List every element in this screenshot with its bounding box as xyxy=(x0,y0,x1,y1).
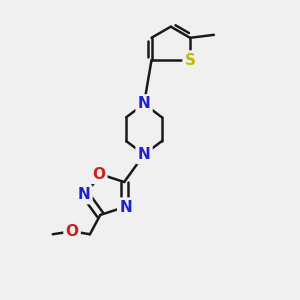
Text: N: N xyxy=(78,187,90,202)
Text: S: S xyxy=(184,52,196,68)
Text: N: N xyxy=(119,200,132,215)
Text: O: O xyxy=(66,224,79,239)
Text: N: N xyxy=(138,147,150,162)
Text: O: O xyxy=(92,167,105,182)
Text: N: N xyxy=(138,96,150,111)
